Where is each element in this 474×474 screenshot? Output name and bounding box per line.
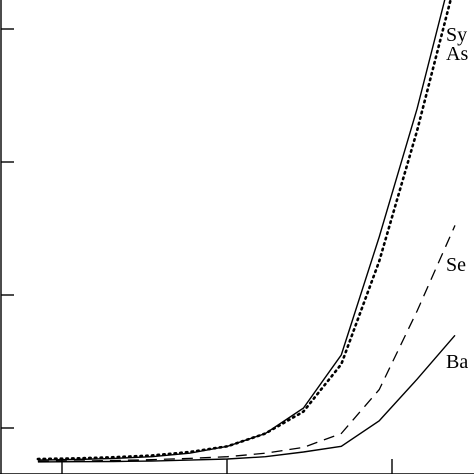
series-line-se (37, 225, 456, 462)
series-label-ba: Ba (446, 351, 468, 373)
series-line-sy (37, 0, 446, 461)
series-layer (36, 0, 456, 463)
series-line-ba (37, 334, 456, 463)
series-labels: Sy As Se Ba (446, 24, 468, 373)
series-label-sy: Sy (446, 24, 467, 46)
series-label-as: As (446, 43, 468, 65)
series-line-as (36, 0, 452, 461)
series-label-se: Se (446, 254, 466, 276)
